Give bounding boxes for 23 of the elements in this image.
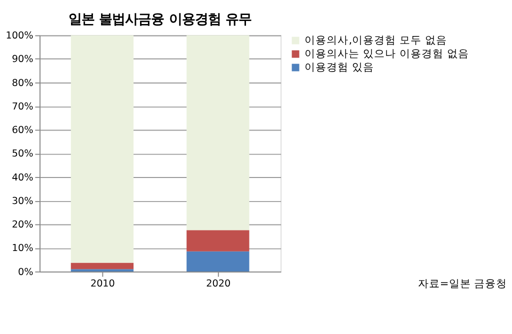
y-tick-label: 80% (12, 78, 34, 89)
y-tick-label: 90% (12, 54, 34, 66)
legend-label: 이용의사는 있으나 이용경험 없음 (304, 48, 469, 60)
bar (70, 262, 134, 270)
y-tick-label: 20% (12, 220, 34, 231)
y-tick-label: 60% (12, 125, 34, 136)
y-tick-label: 30% (12, 196, 34, 207)
y-tick-label: 40% (12, 172, 34, 184)
bar (186, 35, 250, 230)
text: 자료=일본 금융청 (418, 278, 508, 290)
x-tick-label: 2020 (206, 278, 231, 290)
chart-title: 일본 불법사금융 이용경험 유무 (68, 12, 252, 28)
legend-label: 이용의사,이용경험 모두 없음 (304, 34, 447, 46)
y-tick-label: 70% (12, 101, 34, 112)
x-tick-label: 2010 (90, 278, 115, 290)
y-tick-label: 0% (18, 266, 34, 278)
bar (186, 230, 250, 252)
y-tick-label: 10% (12, 243, 34, 254)
bar (70, 35, 134, 263)
legend-label: 이용경험 있음 (304, 61, 374, 74)
bar (186, 251, 250, 272)
y-tick-label: 100% (6, 30, 34, 42)
y-tick-label: 50% (12, 148, 34, 160)
